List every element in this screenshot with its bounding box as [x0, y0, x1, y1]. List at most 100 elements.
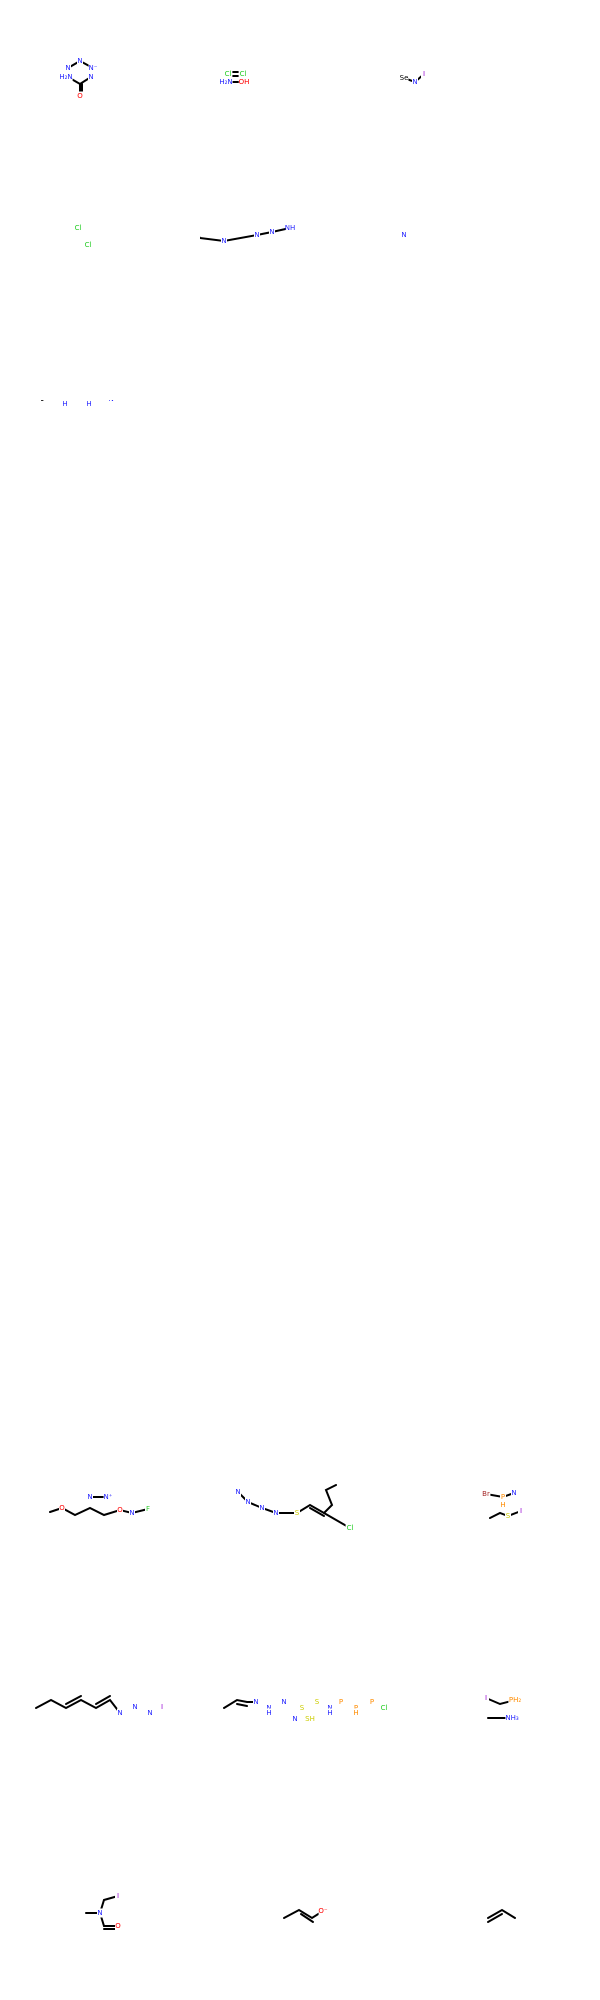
atom-label-background — [115, 1921, 121, 1931]
atom-label: I — [520, 1507, 522, 1515]
atom-label-background — [353, 1708, 359, 1718]
molecule-cell: NS⁺SNNHNI — [400, 1000, 600, 1200]
atom-label: N — [97, 1909, 102, 1917]
atom-label: PH₂ — [509, 1696, 521, 1704]
atom-label: N — [254, 231, 259, 239]
atom-label: N — [327, 1704, 332, 1712]
molecule-drawing: NN N⁻H₂N NO — [59, 56, 98, 101]
atom-label-background — [353, 1703, 359, 1713]
molecule-drawing: HNNNNNH — [200, 223, 296, 246]
molecule-drawing: OPHOSNH — [200, 1000, 400, 1200]
atom-label: Cl — [225, 70, 232, 78]
molecule-cell: NPN — [400, 200, 600, 400]
atom-label: N — [281, 1698, 286, 1706]
molecule-drawing — [487, 1908, 516, 1923]
atom-label: N — [269, 228, 274, 236]
atom-label-background — [254, 230, 260, 240]
molecule-cell: NHPSeSeSeNIHN — [400, 0, 600, 200]
atom-label-background — [269, 227, 275, 237]
atom-label: N — [292, 1715, 297, 1723]
atom-label: Se — [400, 74, 408, 82]
atom-label-background — [327, 1708, 333, 1718]
molecule-cell: OSN — [200, 800, 400, 1000]
molecule-cell: N N⁺ O O N F — [0, 1400, 200, 1600]
atom-label-background — [117, 1708, 123, 1718]
atom-label: S — [315, 1698, 320, 1706]
atom-label: H₂N — [59, 73, 72, 81]
molecule-drawing: NS⁺SNNHNI — [400, 1000, 600, 1200]
molecule-cell: SiHSSNNHNH₂NNNNNSBr — [0, 600, 200, 800]
atom-label-background — [145, 1504, 151, 1514]
atom-label: I — [423, 70, 425, 78]
atom-label-background — [505, 1713, 519, 1723]
molecule-cell: N N N⁻ H₂N N O — [0, 0, 200, 200]
molecule-drawing: HClONO⁻ — [0, 1200, 200, 1400]
atom-label: N⁻ — [89, 64, 98, 72]
molecule-cell: Cl Cl H₂N OH — [200, 0, 400, 200]
molecule-cell: OO⁻ — [400, 800, 600, 1000]
molecule-drawing: I PH₂ NH₃ — [483, 1693, 522, 1723]
atom-label-background — [500, 1492, 506, 1502]
atom-label: N — [129, 1509, 134, 1517]
atom-label: N — [266, 1704, 271, 1712]
atom-label-background — [117, 1505, 123, 1515]
atom-label-background — [505, 1511, 511, 1521]
atom-label-background — [88, 63, 98, 73]
atom-label: P — [501, 1493, 505, 1501]
atom-label: N⁻ — [109, 400, 118, 403]
atom-label-background — [273, 1508, 279, 1518]
atom-label-background — [132, 1702, 138, 1712]
atom-label: N — [511, 1489, 516, 1497]
atom-label: S — [295, 1509, 300, 1517]
atom-label: H — [327, 1709, 332, 1717]
atom-label-background — [500, 1500, 506, 1510]
atom-label: Cl — [381, 1704, 388, 1712]
atom-label: O — [59, 1504, 65, 1512]
molecule-drawing: NH⁻ — [400, 600, 600, 800]
molecule-cell: HNNNNNH — [200, 200, 400, 400]
atom-label: H — [62, 400, 67, 408]
atom-label: Cl — [347, 1524, 354, 1532]
molecule-cell: OSPPH₂NNPNHIPH — [0, 800, 200, 1000]
atom-label: O — [115, 1922, 121, 1930]
molecule-drawing: OSN — [200, 800, 400, 1000]
molecule-drawing: ON — [0, 1000, 200, 1200]
atom-label: N — [147, 1709, 152, 1717]
atom-label-background — [250, 400, 256, 403]
atom-label: N — [65, 64, 70, 72]
atom-label-background — [421, 69, 427, 79]
atom-label-background — [239, 77, 249, 87]
atom-label-background — [83, 240, 93, 250]
atom-label: I — [485, 1694, 487, 1702]
atom-label-background — [369, 1697, 375, 1707]
molecule-cell: OOOOO⁻ — [200, 600, 400, 800]
atom-label-background — [86, 400, 92, 409]
atom-label: F — [146, 1505, 150, 1513]
molecule-cell: I PH₂ NH₃ — [400, 1600, 600, 1800]
molecule-cell: OPHOSNH — [200, 1000, 400, 1200]
atom-label: N — [221, 237, 226, 245]
atom-label: Cl — [75, 224, 82, 232]
molecule-drawing: I N O — [85, 1891, 121, 1931]
molecule-cell: ON — [0, 1000, 200, 1200]
atom-label: NH₃ — [505, 1714, 519, 1722]
molecule-cell: I N O — [0, 1800, 200, 2000]
atom-label: P — [354, 1704, 358, 1712]
atom-label: N — [245, 1498, 250, 1506]
atom-label-background — [266, 1703, 272, 1713]
atom-label-background — [108, 400, 118, 404]
atom-label-background — [511, 1488, 517, 1498]
molecule-cell: HONHNHSNHN — [200, 400, 400, 600]
molecule-cell: ONNSi — [400, 400, 600, 600]
atom-label-background — [305, 1714, 315, 1724]
atom-label-background — [87, 1492, 93, 1502]
molecule-drawing: ONNSi — [400, 400, 600, 600]
atom-label: NH — [285, 224, 296, 232]
atom-label: O — [77, 92, 83, 100]
atom-label: H — [266, 1709, 271, 1717]
molecule-cell: O⁻ — [200, 1800, 400, 2000]
